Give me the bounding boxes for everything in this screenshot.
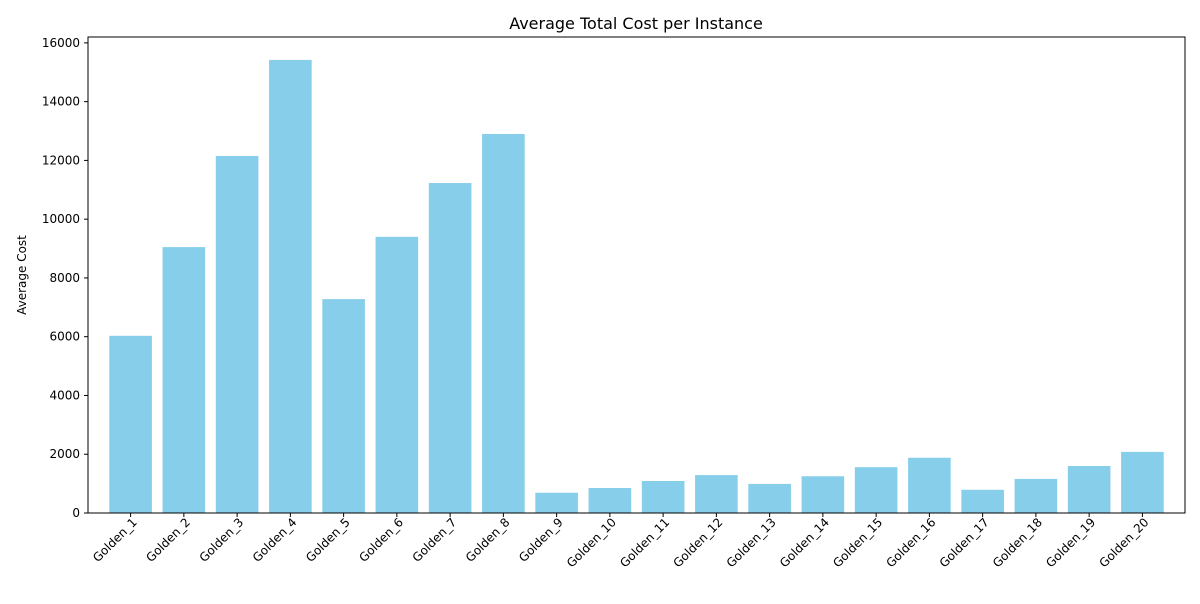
bar-golden-20 xyxy=(1121,451,1164,513)
bar-golden-8 xyxy=(482,133,525,514)
bar-golden-12 xyxy=(695,475,738,513)
x-tick-label: Golden_7 xyxy=(410,515,460,565)
x-tick-label: Golden_15 xyxy=(830,515,885,570)
x-tick-label: Golden_16 xyxy=(883,515,938,570)
x-tick-label: Golden_5 xyxy=(303,515,353,565)
bar-golden-3 xyxy=(215,156,259,513)
bar-golden-10 xyxy=(588,488,632,513)
bars-group xyxy=(109,59,1164,514)
y-tick-label: 6000 xyxy=(49,330,80,344)
y-axis-label: Average Cost xyxy=(15,235,29,315)
x-tick-label: Golden_1 xyxy=(90,515,140,565)
x-tick-label: Golden_18 xyxy=(990,515,1045,570)
plot-area-frame xyxy=(87,36,1186,514)
bar-golden-13 xyxy=(748,483,791,513)
x-tick-label: Golden_17 xyxy=(937,515,992,570)
bar-golden-9 xyxy=(535,492,578,513)
bar-golden-5 xyxy=(322,299,365,513)
x-axis-ticks: Golden_1 Golden_2 Golden_3 Golden_4 Golden_5… xyxy=(90,513,1152,570)
x-tick-label: Golden_13 xyxy=(724,515,779,570)
bar-golden-6 xyxy=(375,236,419,513)
bar-golden-2 xyxy=(162,247,206,513)
bar-golden-4 xyxy=(269,59,312,513)
y-tick-label: 14000 xyxy=(42,95,80,109)
x-tick-label: Golden_10 xyxy=(564,515,619,570)
x-tick-label: Golden_4 xyxy=(250,515,300,565)
y-tick-label: 8000 xyxy=(49,271,80,285)
y-axis-ticks: 0 2000 4000 6000 8000 10000 12000 14000 16000 xyxy=(42,36,88,520)
x-tick-label: Golden_14 xyxy=(777,515,832,570)
y-tick-label: 4000 xyxy=(49,388,80,402)
x-tick-label: Golden_12 xyxy=(670,515,725,570)
bar-golden-14 xyxy=(801,476,845,513)
y-tick-label: 16000 xyxy=(42,36,80,50)
bar-golden-15 xyxy=(854,467,898,513)
bar-golden-1 xyxy=(109,335,152,513)
x-tick-label: Golden_2 xyxy=(143,515,193,565)
bar-golden-16 xyxy=(908,457,951,513)
bar-golden-19 xyxy=(1067,465,1111,513)
x-tick-label: Golden_3 xyxy=(197,515,247,565)
x-tick-label: Golden_8 xyxy=(463,515,513,565)
x-tick-label: Golden_11 xyxy=(617,515,672,570)
y-tick-label: 0 xyxy=(72,506,80,520)
x-tick-label: Golden_19 xyxy=(1043,515,1098,570)
bar-golden-18 xyxy=(1014,478,1058,513)
y-tick-label: 2000 xyxy=(49,447,80,461)
bar-golden-17 xyxy=(961,489,1004,513)
y-tick-label: 10000 xyxy=(42,212,80,226)
x-tick-label: Golden_9 xyxy=(516,515,566,565)
x-tick-label: Golden_20 xyxy=(1096,515,1151,570)
x-tick-label: Golden_6 xyxy=(356,515,406,565)
y-tick-label: 12000 xyxy=(42,153,80,167)
bar-golden-7 xyxy=(428,183,472,513)
chart-title: Average Total Cost per Instance xyxy=(509,14,763,33)
bar-golden-11 xyxy=(641,480,685,513)
